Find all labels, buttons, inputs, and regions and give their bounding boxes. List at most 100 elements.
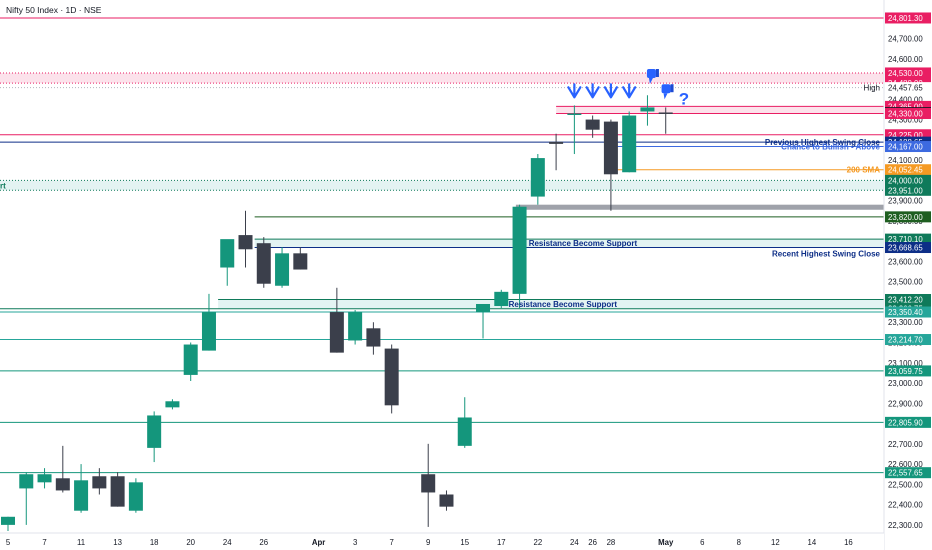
candle-body [329,312,344,353]
price-tick-label: 24,700.00 [888,35,923,44]
price-tag-box [885,242,931,254]
price-level-tag: 24,167.00 [885,141,931,153]
candle-body [183,344,198,375]
candle-body [220,239,235,268]
candle [238,210,253,268]
candle [640,95,655,126]
price-tag-label: 22,805.90 [888,418,923,427]
candle [293,247,308,270]
time-tick-label: 16 [844,538,853,547]
price-tag-box [885,164,931,176]
price-tag-box [885,416,931,428]
price-tag-label: 23,710.10 [888,235,923,244]
annotation-label: Resistance Become Support [509,300,618,309]
price-tag-box [885,100,931,112]
price-tag-box [885,174,931,186]
price-level-tag: 24,530.00 [885,67,931,79]
annotation-label: High [864,84,880,93]
thumbs-down-icon [661,84,674,100]
candle-body [476,303,491,313]
candle-body [238,235,253,250]
price-tag-box [885,306,931,318]
price-level-tag: 22,805.90 [885,416,931,428]
down-arrow-icon [567,83,582,99]
thumb-palm [661,84,671,94]
price-tag-label: 23,350.40 [888,308,923,317]
price-level-tag: 24,365.00 [885,100,931,112]
price-tick-label: 23,600.00 [888,257,923,266]
price-tag-label: 24,365.00 [888,102,923,111]
candle-body [37,474,52,483]
price-tick-label: 24,400.00 [888,95,923,104]
candle-body [494,291,509,307]
candle [494,289,509,309]
price-level-tag: 23,668.65 [885,242,931,254]
price-tag-box [885,233,931,245]
candle [530,154,545,205]
price-tick-label: 23,100.00 [888,359,923,368]
down-arrow-icon [622,83,637,99]
time-tick-label: 26 [588,538,597,547]
candle [256,237,271,288]
candle [147,411,162,463]
price-tag-label: 23,668.65 [888,244,923,253]
candle [658,107,673,134]
candle [220,239,235,286]
price-tick-label: 23,500.00 [888,278,923,287]
candle [329,287,344,353]
candle-body [549,141,564,144]
price-level-tag: 23,059.75 [885,365,931,377]
symbol-title: Nifty 50 Index · 1D · NSE [6,5,102,15]
price-level-tag: 24,000.00 [885,174,931,186]
zone-band [0,180,884,191]
time-tick-label: 24 [570,538,579,547]
time-tick-label: 11 [77,538,85,547]
price-tick-label: 24,100.00 [888,156,923,165]
candle-body [658,112,673,114]
question-mark-icon: ? [679,89,689,108]
zone-band [218,299,885,309]
thumbs-down-icon [646,69,659,85]
price-tick-label: 23,000.00 [888,379,923,388]
price-tick-label: 22,300.00 [888,521,923,530]
price-tag-label: 24,330.00 [888,109,923,118]
candle [622,111,637,173]
annotation-label: Chance to Bullish - Above [781,143,880,152]
candle [603,119,618,211]
price-tick-label: 24,300.00 [888,116,923,125]
candle-body [622,115,637,173]
time-tick-label: 3 [353,538,357,547]
candle-body [1,516,15,525]
price-tag-label: 23,059.75 [888,367,923,376]
candle-body [585,119,600,130]
time-tick-label: 14 [808,538,817,547]
price-tag-label: 23,820.00 [888,213,923,222]
candle-body [567,113,582,115]
candle-body [293,253,308,270]
candle-body [74,480,89,511]
price-tag-box [885,141,931,153]
price-level-tag: 24,330.00 [885,107,931,119]
candle [74,464,89,513]
candle-body [640,107,655,112]
time-tick-label: 7 [389,538,393,547]
candle [275,247,290,288]
candle [476,303,491,339]
price-tag-label: 24,225.00 [888,131,923,140]
zone-band [556,106,884,114]
candle-body [530,158,545,197]
price-level-tag: 23,951.00 [885,184,931,196]
price-tag-label: 24,801.30 [888,14,923,23]
candle-body [512,206,527,294]
price-tag-label: 23,951.00 [888,186,923,195]
candle [512,204,527,309]
candle-body [128,482,143,511]
candle [439,490,454,511]
price-tag-box [885,67,931,79]
time-tick-label: 18 [150,538,159,547]
candle-body [256,243,271,284]
candle [110,472,125,507]
candle [421,443,436,527]
